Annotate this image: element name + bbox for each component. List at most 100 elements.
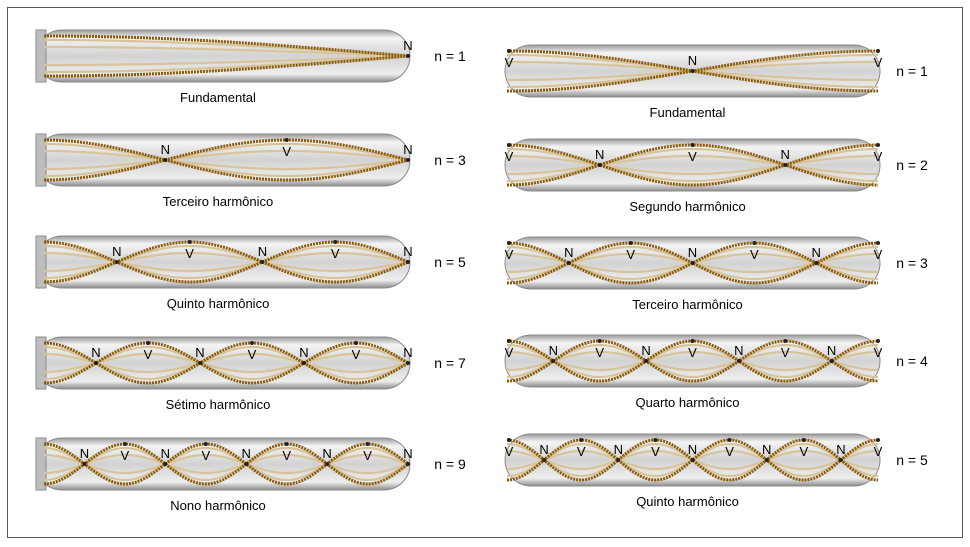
- right-pipe-5-antinode-label-6: V: [874, 444, 883, 459]
- right-pipe-3-node-label-6: N: [688, 245, 697, 260]
- left-pipe-4-antinode-dot-2: [250, 341, 254, 345]
- right-pipe-4-antinode-label-2: V: [595, 345, 604, 360]
- right-pipe-2-antinode-label-2: V: [688, 149, 697, 164]
- right-pipe-2-node-dot-4: [597, 163, 602, 167]
- right-pipe-4-node-dot-6: [551, 359, 556, 363]
- right-pipe-4-antinode-dot-2: [597, 339, 602, 343]
- right-pipe-3-antinode-label-2: V: [626, 247, 635, 262]
- right-pipe-4-antinode-label-4: V: [781, 345, 790, 360]
- left-pipe-4-antinode-label-3: V: [352, 347, 361, 362]
- left-pipe-5-node-label-6: N: [161, 446, 170, 461]
- right-pipe-4-node-dot-7: [644, 359, 649, 363]
- left-pipe-2-node-dot-2: [163, 158, 168, 162]
- left-pipe-3-antinode-label-2: V: [331, 246, 340, 261]
- left-pipe-4: V V V N N N Nn = 7 Sétimo harmônico: [35, 336, 466, 412]
- right-pipe-5-antinode-dot-6: [876, 438, 880, 442]
- right-pipe-2-node-label-4: N: [595, 147, 604, 162]
- left-pipe-3-antinode-dot-2: [333, 240, 338, 244]
- right-pipe-4-ghost-wave-3: [507, 350, 878, 372]
- left-pipe-4-antinode-label-2: V: [248, 347, 257, 362]
- right-pipe-5-antinode-label-1: V: [505, 444, 514, 459]
- left-pipe-5-node-dot-6: [163, 462, 168, 466]
- right-pipe-2: V V V N Nn = 2 Segundo harmônico: [504, 138, 928, 214]
- right-pipe-5-antinode-dot-3: [653, 438, 658, 442]
- right-pipe-1-antinode-dot-1: [507, 49, 511, 53]
- right-pipe-4-antinode-dot-4: [783, 339, 788, 343]
- right-pipe-4-node-label-8: N: [734, 343, 743, 358]
- right-pipe-2-node-label-5: N: [781, 147, 790, 162]
- right-pipe-2-ghost-wave-4: [507, 147, 878, 183]
- right-pipe-5-node-dot-8: [616, 458, 621, 462]
- right-pipe-body-2: [504, 138, 881, 192]
- left-pipe-4-node-dot-4: [94, 361, 98, 365]
- right-pipe-3-antinode-label-3: V: [750, 247, 759, 262]
- right-pipe-4: V V V V V N N N Nn = 4 Quarto harmônico: [504, 334, 928, 410]
- right-pipe-2-ghost-wave-3: [507, 154, 878, 176]
- left-pipe-2-ghost-wave-4: [44, 142, 409, 178]
- left-pipe-5-node-label-9: N: [403, 446, 412, 461]
- right-caption-2: Segundo harmônico: [629, 199, 745, 214]
- right-pipe-5-node-label-7: N: [539, 442, 548, 457]
- left-pipe-5-node-label-5: N: [80, 446, 89, 461]
- right-pipe-3-antinode-dot-4: [876, 241, 880, 245]
- left-pipe-2-ghost-wave-3: [44, 149, 409, 171]
- right-pipe-4-node-label-7: N: [641, 343, 650, 358]
- left-pipe-5-node-dot-8: [325, 462, 330, 466]
- right-pipe-5-antinode-label-4: V: [725, 444, 734, 459]
- right-pipe-2-antinode-dot-3: [876, 143, 880, 147]
- left-pipe-3-ghost-wave-3: [44, 251, 409, 273]
- left-caption-5: Nono harmônico: [170, 498, 265, 513]
- left-pipe-5-node-label-7: N: [242, 446, 251, 461]
- left-pipe-3-antinode-label-1: V: [185, 246, 194, 261]
- right-pipe-5-main-wave-1: [506, 438, 879, 482]
- right-pipe-1-antinode-label-2: V: [874, 55, 883, 70]
- right-pipe-5-node-label-8: N: [614, 442, 623, 457]
- left-pipe-5: V V V V N N N N Nn = 9 Nono harmônico: [35, 437, 466, 513]
- right-n-label-3: n = 3: [896, 255, 928, 271]
- right-pipe-5-antinode-label-5: V: [799, 444, 808, 459]
- right-pipe-2-antinode-label-3: V: [874, 149, 883, 164]
- right-pipe-2-ghost-wave-1: [507, 147, 878, 183]
- left-n-label-3: n = 5: [434, 254, 466, 270]
- right-pipe-5-main-wave-2: [506, 438, 879, 482]
- right-pipe-2-main-wave-1: [507, 143, 878, 187]
- right-pipe-1: V V Nn = 1 Fundamental: [504, 44, 928, 120]
- left-pipe-3-main-wave-1: [44, 240, 409, 284]
- right-pipe-4-node-dot-9: [829, 359, 834, 363]
- left-pipe-2-main-wave-2: [44, 138, 409, 182]
- right-pipe-3-antinode-dot-2: [628, 241, 633, 245]
- right-pipe-1-antinode-dot-2: [876, 49, 880, 53]
- right-pipe-3-node-dot-7: [814, 261, 819, 265]
- left-n-label-5: n = 9: [434, 456, 466, 472]
- right-pipe-4-antinode-label-3: V: [688, 345, 697, 360]
- right-caption-1: Fundamental: [650, 105, 726, 120]
- right-pipe-3-antinode-label-1: V: [505, 247, 514, 262]
- left-pipe-3-node-label-5: N: [403, 244, 412, 259]
- left-pipe-2-node-dot-3: [406, 158, 410, 162]
- right-pipe-4-antinode-dot-3: [690, 339, 695, 343]
- pipes-layer: Nn = 1 Fundamental V N Nn = 3 Terceiro harmôn…: [35, 29, 928, 513]
- right-pipe-3: V V V V N N Nn = 3 Terceiro harmônico: [504, 236, 928, 312]
- right-caption-4: Quarto harmônico: [635, 395, 739, 410]
- right-pipe-body-4: [504, 334, 881, 388]
- left-pipe-closed-end-5: [35, 437, 47, 491]
- right-pipe-4-antinode-dot-5: [876, 339, 880, 343]
- left-pipe-2-ghost-wave-1: [44, 142, 409, 178]
- left-pipe-4-antinode-label-1: V: [144, 347, 153, 362]
- left-n-label-4: n = 7: [434, 355, 466, 371]
- left-pipe-4-node-label-5: N: [195, 345, 204, 360]
- left-pipe-1-node-label-1: N: [403, 38, 412, 53]
- left-pipe-5-antinode-dot-2: [203, 442, 208, 446]
- left-caption-1: Fundamental: [180, 90, 256, 105]
- left-pipe-4-node-label-7: N: [403, 345, 412, 360]
- right-pipe-5-antinode-dot-2: [579, 438, 584, 442]
- left-pipe-2-antinode-dot-1: [284, 138, 289, 142]
- right-pipe-4-node-label-9: N: [827, 343, 836, 358]
- right-pipe-5-node-label-11: N: [836, 442, 845, 457]
- left-pipe-5-antinode-dot-3: [284, 442, 289, 446]
- left-pipe-5-node-label-8: N: [322, 446, 331, 461]
- left-pipe-5-antinode-dot-1: [122, 442, 127, 446]
- right-pipe-5-node-dot-9: [690, 458, 695, 462]
- right-pipe-5: V V V V V V N N N N Nn = 5 Quinto harmônico: [504, 433, 928, 509]
